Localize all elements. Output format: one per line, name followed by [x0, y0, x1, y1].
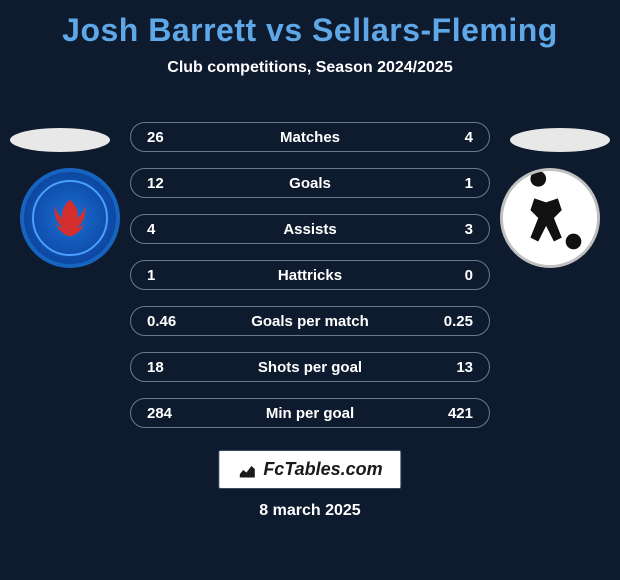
stat-row: 12 Goals 1 [130, 168, 490, 198]
gateshead-crest-icon [500, 168, 600, 268]
player-right-shadow [510, 128, 610, 152]
date-label: 8 march 2025 [0, 502, 620, 520]
stat-right-value: 1 [433, 175, 473, 192]
stat-left-value: 0.46 [147, 313, 187, 330]
stat-right-value: 0 [433, 267, 473, 284]
brand-label: FcTables.com [263, 459, 382, 480]
page-title: Josh Barrett vs Sellars-Fleming [0, 0, 620, 49]
phoenix-icon [48, 196, 92, 240]
stat-right-value: 421 [433, 405, 473, 422]
stat-row: 26 Matches 4 [130, 122, 490, 152]
stat-left-value: 18 [147, 359, 187, 376]
stat-left-value: 12 [147, 175, 187, 192]
stat-right-value: 4 [433, 129, 473, 146]
club-crest-right [500, 168, 600, 268]
club-crest-left [20, 168, 120, 268]
stat-left-value: 1 [147, 267, 187, 284]
stat-row: 284 Min per goal 421 [130, 398, 490, 428]
aldershot-crest-icon [20, 168, 120, 268]
subtitle: Club competitions, Season 2024/2025 [0, 59, 620, 77]
stat-right-value: 13 [433, 359, 473, 376]
stat-left-value: 284 [147, 405, 187, 422]
stat-row: 4 Assists 3 [130, 214, 490, 244]
player-left-shadow [10, 128, 110, 152]
stats-table: 26 Matches 4 12 Goals 1 4 Assists 3 1 Ha… [130, 122, 490, 444]
stat-row: 1 Hattricks 0 [130, 260, 490, 290]
stat-right-value: 0.25 [433, 313, 473, 330]
chart-icon [237, 460, 257, 480]
stat-left-value: 4 [147, 221, 187, 238]
stat-right-value: 3 [433, 221, 473, 238]
stat-row: 18 Shots per goal 13 [130, 352, 490, 382]
footballer-silhouette-icon [503, 171, 597, 265]
stat-left-value: 26 [147, 129, 187, 146]
stat-row: 0.46 Goals per match 0.25 [130, 306, 490, 336]
brand-link[interactable]: FcTables.com [218, 450, 401, 489]
